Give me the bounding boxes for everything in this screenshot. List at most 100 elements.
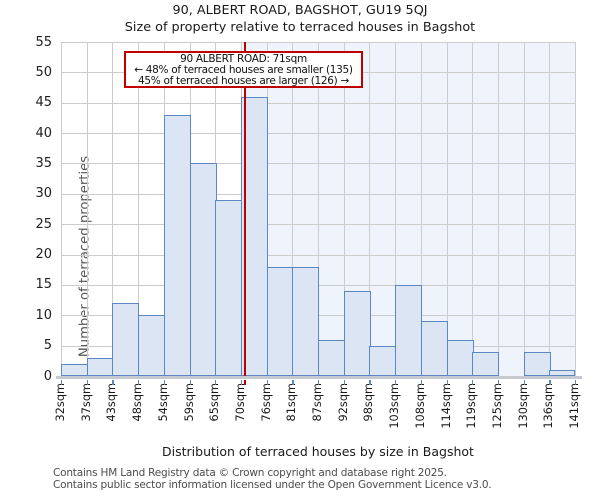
y-tick-label: 50 [35,64,52,80]
x-tick-label: 54sqm [156,383,170,422]
marker-tick [244,380,247,385]
x-axis-tick [523,380,525,385]
x-axis-tick [497,380,500,385]
x-axis-tick [395,380,397,385]
x-axis-tick [420,380,423,385]
vertical-gridline [138,42,140,376]
vertical-gridline [420,42,422,376]
x-axis-tick [446,380,448,385]
x-tick-label: 114sqm [439,383,453,429]
x-axis-tick [472,380,474,385]
x-tick-label: 136sqm [542,383,556,429]
x-axis-tick [343,380,345,385]
y-tick-label: 55 [35,34,52,50]
x-axis-tick [215,380,217,385]
y-tick-label: 30 [35,186,52,202]
chart-subtitle: Size of property relative to terraced ho… [124,20,476,35]
x-tick-label: 65sqm [208,383,222,422]
x-axis-tick [138,380,140,385]
x-axis-tick [61,380,63,385]
x-axis-tick [86,380,88,385]
x-tick-label: 76sqm [259,383,273,422]
footer-line-2: Contains public sector information licen… [53,478,492,491]
x-axis-tick [292,380,294,385]
x-axis-tick [240,380,243,385]
histogram-bar [395,284,423,376]
plot-area: Number of terraced properties 32sqm 37sqm… [35,35,582,429]
y-tick-label: 5 [43,338,52,354]
x-axis-tick [266,380,268,385]
x-tick-label: 108sqm [413,383,427,429]
vertical-gridline [523,42,525,376]
x-axis-tick [575,380,577,385]
x-axis-tick [189,380,191,385]
vertical-gridline [61,42,62,376]
x-tick-label: 37sqm [79,383,93,422]
x-tick-label: 125sqm [490,383,504,429]
x-tick-label: 87sqm [311,383,324,422]
x-tick-label: 48sqm [131,383,145,422]
footer-attribution: Contains HM Land Registry data © Crown c… [53,467,593,491]
histogram-bar [266,266,294,376]
vertical-gridline [86,42,88,376]
x-axis-title: Distribution of terraced houses by size … [162,444,474,459]
annotation-line-3: 45% of terraced houses are larger (126) … [138,75,349,87]
x-tick-label: 130sqm [516,383,530,429]
x-tick-label: 43sqm [105,383,119,422]
histogram-bar [215,199,243,376]
x-tick-label: 141sqm [568,383,581,429]
histogram-bar [549,369,575,376]
x-axis-tick [369,380,371,385]
histogram-bar [292,266,320,376]
histogram-bar [86,357,114,376]
vertical-gridline [112,42,114,376]
histogram-bar [420,321,448,376]
x-tick-label: 81sqm [285,383,299,422]
y-tick-label: 15 [35,277,52,293]
histogram-bar [138,315,166,376]
y-tick-label: 20 [35,247,52,263]
y-tick-label: 10 [35,307,52,323]
x-tick-label: 92sqm [336,383,350,422]
histogram-bar [112,303,140,376]
subject-property-marker-line [244,42,247,376]
chart-title: 90, ALBERT ROAD, BAGSHOT, GU19 5QJ [172,3,428,18]
histogram-bar [61,363,88,376]
vertical-gridline [446,42,448,376]
y-tick-label: 0 [43,368,52,384]
annotation-line-1: 90 ALBERT ROAD: 71sqm [180,53,307,65]
vertical-gridline [395,42,397,376]
y-tick-label: 25 [35,216,52,232]
vertical-gridline [318,42,319,376]
x-axis-tick [318,380,320,385]
marker-annotation-box: 90 ALBERT ROAD: 71sqm ← 48% of terraced … [124,51,363,88]
x-tick-label: 59sqm [182,383,196,422]
histogram-bar [343,290,371,376]
x-axis-tick [112,380,114,385]
x-axis-line [56,376,582,379]
x-tick-label: 32sqm [54,383,67,422]
annotation-line-2: ← 48% of terraced houses are smaller (13… [134,64,353,76]
y-tick-label: 35 [35,155,52,171]
histogram-bar [369,345,397,376]
histogram-bar [163,114,191,376]
x-axis-tick [163,380,166,385]
histogram-bar [446,339,474,376]
footer-line-1: Contains HM Land Registry data © Crown c… [53,467,447,479]
x-tick-label: 70sqm [233,383,247,422]
histogram-bar [523,351,551,376]
x-axis-tick [549,380,551,385]
vertical-gridline [549,42,551,376]
x-tick-label: 119sqm [465,383,479,429]
vertical-gridline [497,42,499,376]
vertical-gridline [369,42,371,376]
vertical-gridline [343,42,345,376]
y-tick-label: 45 [35,95,52,111]
x-tick-label: 103sqm [388,383,402,429]
histogram-bar [318,339,345,376]
histogram-bar [189,163,217,376]
x-tick-label: 98sqm [362,383,376,422]
vertical-gridline [472,42,474,376]
vertical-gridline [292,42,294,376]
